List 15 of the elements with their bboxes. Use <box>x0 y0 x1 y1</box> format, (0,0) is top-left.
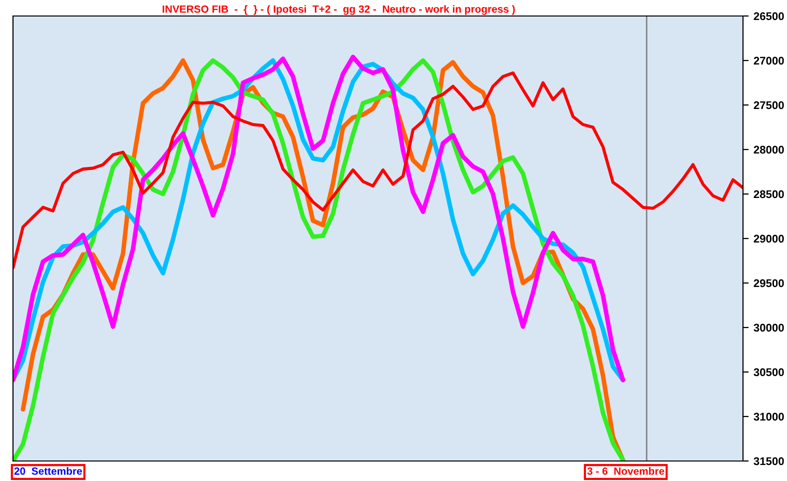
y-tick-label: 31000 <box>754 412 784 421</box>
y-tick-label: 28000 <box>754 146 784 154</box>
y-tick-label: 27000 <box>754 56 784 65</box>
y-tick-label: 28500 <box>754 190 784 198</box>
y-tick-label: 29000 <box>754 234 784 243</box>
chart-title: INVERSO FIB - { } - ( Ipotesi T+2 - gg 32 - Neutro - work in progress ) <box>162 5 515 15</box>
line-series <box>13 71 743 270</box>
y-tick-label: 30000 <box>754 324 784 332</box>
y-tick-label: 27500 <box>754 101 784 110</box>
y-tick-label: 29500 <box>754 279 784 288</box>
y-tick-label: 31500 <box>754 457 784 466</box>
y-tick-label: 30500 <box>754 368 784 376</box>
y-tick-label: 26500 <box>754 12 784 20</box>
text: 20 Settembre <box>14 467 82 475</box>
text: 3 - 6 Novembre <box>587 467 664 475</box>
